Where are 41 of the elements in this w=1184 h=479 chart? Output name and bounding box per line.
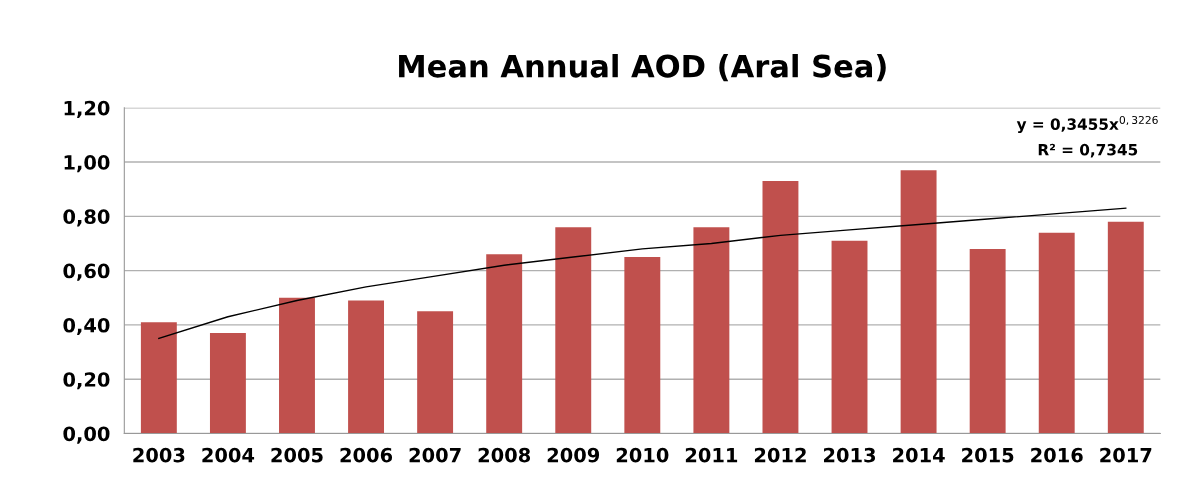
bar [140,322,177,434]
y-tick-label: 1,00 [64,155,110,173]
y-tick-label: 0,40 [63,317,110,336]
x-tick-label: 2008 [478,447,531,463]
bar [900,170,937,434]
bar [348,300,385,434]
bar [693,227,730,434]
annotation: R² = 0,7345 [1038,143,1138,158]
x-tick-label: 2009 [547,447,600,463]
bar [209,333,246,434]
x-tick-label: 2010 [616,447,669,463]
y-tick-label: 0,60 [63,263,110,281]
x-tick-label: 2011 [685,447,738,463]
bar [1107,221,1144,434]
bar [624,257,661,434]
x-tick-label: 2015 [962,447,1014,463]
bar [831,240,868,434]
x-tick-label: 2004 [202,447,255,463]
x-tick-label: 2007 [409,447,461,463]
bar [417,311,454,434]
x-tick-label: 2016 [1031,447,1083,463]
y-tick-label: 1,20 [64,100,110,118]
x-tick-label: 2013 [824,447,876,463]
x-tick-label: 2006 [340,447,393,463]
bar [1038,232,1075,434]
x-tick-label: 2012 [754,447,806,463]
annotation: y = 0,3455x$^{0,3226}$ [1016,115,1158,133]
bar [969,248,1006,434]
bar [486,254,523,434]
x-tick-label: 2003 [133,447,185,463]
bar [762,181,799,434]
y-tick-label: 0,80 [63,209,110,227]
line-series [158,207,1127,340]
chart-title: Mean Annual AOD (Aral Sea) [399,54,886,82]
x-tick-label: 2005 [271,447,323,463]
y-tick-label: 0,00 [63,426,110,444]
x-tick-label: 2014 [893,447,945,463]
y-tick-label: 0,20 [63,372,110,390]
x-tick-label: 2017 [1100,447,1152,463]
bar [279,297,315,434]
bar [555,227,592,434]
